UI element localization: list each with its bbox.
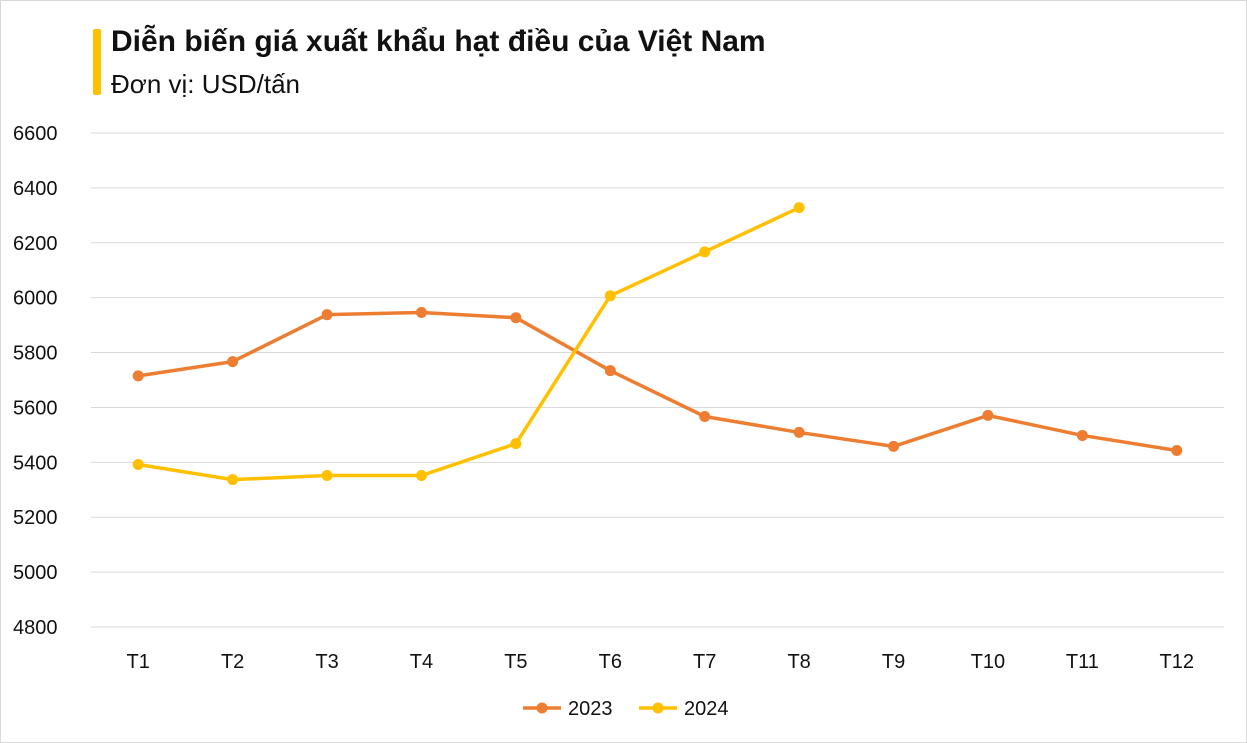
legend-marker-2024 bbox=[652, 702, 664, 714]
series-line-2023 bbox=[137, 310, 1178, 453]
x-tick-label: T6 bbox=[599, 651, 622, 673]
x-tick-label: T11 bbox=[1066, 651, 1099, 673]
legend-marker-2023 bbox=[536, 702, 548, 714]
data-point-2024 bbox=[415, 470, 427, 482]
data-point-2023 bbox=[227, 356, 239, 368]
x-tick-label: T10 bbox=[971, 651, 1005, 673]
data-point-2023 bbox=[510, 312, 522, 324]
x-tick-label: T8 bbox=[787, 651, 810, 673]
chart-subtitle: Đơn vị: USD/tấn bbox=[111, 69, 300, 99]
y-tick-label: 6000 bbox=[13, 288, 58, 310]
x-tick-label: T12 bbox=[1160, 651, 1194, 673]
x-tick-label: T4 bbox=[410, 651, 433, 673]
y-tick-label: 6400 bbox=[13, 178, 58, 200]
legend-label-2024: 2024 bbox=[684, 698, 729, 720]
data-point-2024 bbox=[510, 438, 522, 450]
data-point-2024 bbox=[132, 459, 144, 471]
data-point-2024 bbox=[604, 290, 616, 302]
y-tick-label: 5400 bbox=[13, 452, 58, 474]
x-tick-label: T3 bbox=[315, 651, 338, 673]
y-tick-label: 5000 bbox=[13, 562, 58, 584]
title-accent-bar bbox=[93, 29, 101, 95]
data-point-2023 bbox=[699, 411, 711, 423]
x-tick-label: T7 bbox=[693, 651, 716, 673]
y-tick-label: 5200 bbox=[13, 507, 58, 529]
data-point-2023 bbox=[132, 370, 144, 382]
data-point-2023 bbox=[1076, 429, 1088, 441]
data-point-2024 bbox=[793, 202, 805, 214]
data-point-2024 bbox=[321, 470, 333, 482]
chart-title: Diễn biến giá xuất khẩu hạt điều của Việ… bbox=[111, 25, 766, 58]
series-line-2024 bbox=[137, 206, 800, 482]
legend-label-2023: 2023 bbox=[568, 698, 613, 720]
y-tick-label: 5600 bbox=[13, 397, 58, 419]
data-point-2023 bbox=[415, 306, 427, 318]
y-tick-label: 4800 bbox=[13, 617, 58, 639]
data-point-2024 bbox=[699, 246, 711, 258]
x-tick-label: T9 bbox=[882, 651, 905, 673]
x-tick-label: T5 bbox=[504, 651, 527, 673]
x-tick-label: T1 bbox=[127, 651, 150, 673]
data-point-2023 bbox=[982, 409, 994, 421]
data-point-2023 bbox=[793, 426, 805, 438]
y-tick-label: 5800 bbox=[13, 343, 58, 365]
x-tick-label: T2 bbox=[221, 651, 244, 673]
data-point-2023 bbox=[1171, 445, 1183, 457]
data-point-2024 bbox=[227, 474, 239, 486]
data-point-2023 bbox=[888, 440, 900, 452]
y-tick-label: 6600 bbox=[13, 123, 58, 145]
y-tick-label: 6200 bbox=[13, 233, 58, 255]
data-point-2023 bbox=[604, 365, 616, 377]
data-point-2023 bbox=[321, 309, 333, 321]
